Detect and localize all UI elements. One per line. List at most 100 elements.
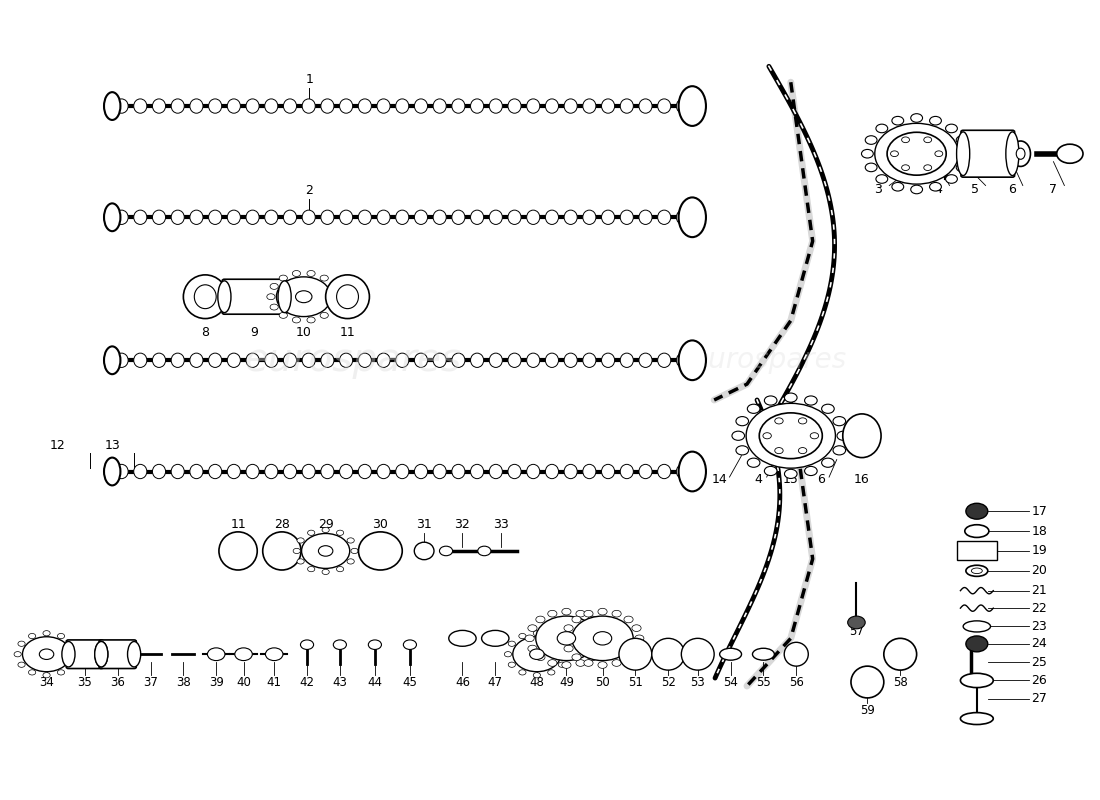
Circle shape [631, 625, 641, 631]
Circle shape [296, 290, 312, 302]
Text: 58: 58 [893, 677, 907, 690]
Ellipse shape [326, 275, 370, 318]
Ellipse shape [190, 99, 204, 114]
Ellipse shape [639, 464, 652, 478]
Ellipse shape [246, 210, 260, 225]
Ellipse shape [471, 99, 484, 114]
Circle shape [536, 616, 544, 622]
Circle shape [804, 396, 817, 405]
Circle shape [534, 673, 540, 678]
Circle shape [612, 610, 621, 617]
Circle shape [271, 283, 278, 290]
Ellipse shape [508, 464, 521, 478]
Circle shape [759, 413, 823, 458]
Circle shape [593, 632, 612, 645]
Circle shape [307, 317, 316, 323]
Ellipse shape [396, 353, 409, 367]
Ellipse shape [396, 210, 409, 225]
Ellipse shape [583, 99, 596, 114]
Circle shape [351, 548, 359, 554]
Circle shape [548, 634, 554, 638]
Text: 19: 19 [1032, 545, 1047, 558]
Ellipse shape [719, 648, 741, 660]
Circle shape [811, 433, 818, 439]
Circle shape [935, 151, 943, 157]
Ellipse shape [104, 458, 120, 486]
Ellipse shape [172, 464, 185, 478]
Circle shape [564, 646, 573, 652]
Circle shape [576, 610, 585, 617]
Ellipse shape [490, 210, 503, 225]
Circle shape [558, 632, 575, 645]
Text: 32: 32 [454, 518, 471, 531]
Circle shape [874, 123, 958, 184]
Text: 23: 23 [1032, 620, 1047, 633]
Ellipse shape [620, 210, 634, 225]
Ellipse shape [321, 353, 334, 367]
Circle shape [799, 447, 806, 454]
Circle shape [57, 634, 65, 638]
Circle shape [267, 294, 275, 300]
Ellipse shape [246, 464, 260, 478]
Circle shape [525, 635, 535, 642]
Ellipse shape [190, 353, 204, 367]
Ellipse shape [620, 99, 634, 114]
Circle shape [924, 165, 932, 170]
Ellipse shape [508, 210, 521, 225]
Circle shape [598, 635, 608, 642]
Ellipse shape [284, 464, 297, 478]
Circle shape [866, 136, 877, 144]
Circle shape [536, 616, 597, 661]
Circle shape [635, 635, 643, 642]
Circle shape [956, 163, 968, 172]
Text: 56: 56 [789, 677, 804, 690]
Circle shape [18, 662, 25, 667]
Ellipse shape [209, 353, 222, 367]
Ellipse shape [971, 568, 982, 574]
Ellipse shape [263, 532, 301, 570]
Circle shape [346, 538, 354, 543]
Ellipse shape [564, 464, 578, 478]
Circle shape [784, 393, 798, 402]
Text: 44: 44 [367, 677, 383, 690]
Text: 46: 46 [455, 677, 470, 690]
Circle shape [14, 652, 21, 657]
Ellipse shape [676, 99, 690, 114]
Ellipse shape [658, 210, 671, 225]
Ellipse shape [184, 275, 227, 318]
Text: 9: 9 [251, 326, 258, 339]
Ellipse shape [452, 464, 465, 478]
Ellipse shape [415, 353, 428, 367]
Ellipse shape [433, 99, 447, 114]
Ellipse shape [449, 630, 476, 646]
Text: 26: 26 [1032, 674, 1047, 687]
Circle shape [548, 610, 557, 617]
Circle shape [891, 151, 899, 157]
Circle shape [234, 648, 252, 661]
Text: 52: 52 [661, 677, 675, 690]
Circle shape [799, 418, 806, 424]
Circle shape [318, 546, 333, 556]
Ellipse shape [153, 464, 166, 478]
Text: 36: 36 [110, 677, 125, 690]
Circle shape [576, 660, 585, 666]
Circle shape [833, 417, 846, 426]
Ellipse shape [302, 353, 316, 367]
Ellipse shape [209, 464, 222, 478]
Ellipse shape [302, 464, 316, 478]
Ellipse shape [960, 713, 993, 725]
Text: 1: 1 [306, 73, 313, 86]
Circle shape [861, 150, 873, 158]
Circle shape [40, 649, 54, 659]
Circle shape [624, 616, 634, 622]
Text: 4: 4 [754, 474, 762, 486]
Ellipse shape [679, 86, 706, 126]
Ellipse shape [1011, 141, 1031, 166]
Circle shape [887, 132, 946, 175]
Ellipse shape [209, 210, 222, 225]
Ellipse shape [134, 99, 147, 114]
Ellipse shape [104, 92, 120, 120]
Circle shape [747, 404, 760, 414]
Circle shape [297, 538, 305, 543]
Ellipse shape [321, 99, 334, 114]
